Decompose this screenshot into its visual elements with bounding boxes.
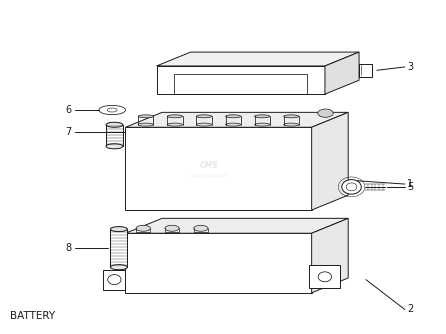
Polygon shape (125, 233, 312, 293)
Text: 5: 5 (407, 182, 413, 192)
Polygon shape (125, 127, 312, 210)
Text: 3: 3 (407, 62, 413, 72)
Ellipse shape (226, 115, 241, 118)
Circle shape (342, 180, 361, 194)
Polygon shape (312, 218, 348, 293)
Ellipse shape (167, 123, 182, 126)
Polygon shape (312, 112, 348, 210)
Polygon shape (310, 265, 340, 288)
Text: 2: 2 (407, 304, 413, 314)
Polygon shape (157, 52, 359, 66)
Text: 1: 1 (407, 179, 413, 189)
Ellipse shape (284, 123, 299, 126)
Polygon shape (103, 270, 125, 290)
Text: CMS: CMS (200, 161, 219, 170)
Polygon shape (125, 112, 348, 127)
Text: cms-europ.com: cms-europ.com (190, 173, 228, 178)
Ellipse shape (138, 123, 153, 126)
Text: 6: 6 (65, 105, 71, 115)
Ellipse shape (106, 144, 123, 149)
Ellipse shape (111, 265, 127, 270)
Ellipse shape (111, 226, 127, 231)
Ellipse shape (136, 225, 150, 231)
Ellipse shape (99, 106, 125, 115)
Polygon shape (111, 229, 127, 267)
Ellipse shape (318, 109, 333, 117)
Polygon shape (325, 52, 359, 94)
Text: 7: 7 (65, 127, 71, 137)
Ellipse shape (167, 115, 182, 118)
Ellipse shape (284, 115, 299, 118)
Text: BATTERY: BATTERY (10, 311, 55, 321)
Ellipse shape (196, 115, 211, 118)
Ellipse shape (226, 123, 241, 126)
Ellipse shape (255, 115, 270, 118)
Polygon shape (106, 125, 123, 146)
Ellipse shape (106, 122, 123, 127)
Ellipse shape (165, 225, 179, 231)
Ellipse shape (194, 225, 208, 231)
Ellipse shape (255, 123, 270, 126)
Ellipse shape (138, 115, 153, 118)
Ellipse shape (196, 123, 211, 126)
Text: 8: 8 (65, 243, 71, 253)
Polygon shape (125, 218, 348, 233)
